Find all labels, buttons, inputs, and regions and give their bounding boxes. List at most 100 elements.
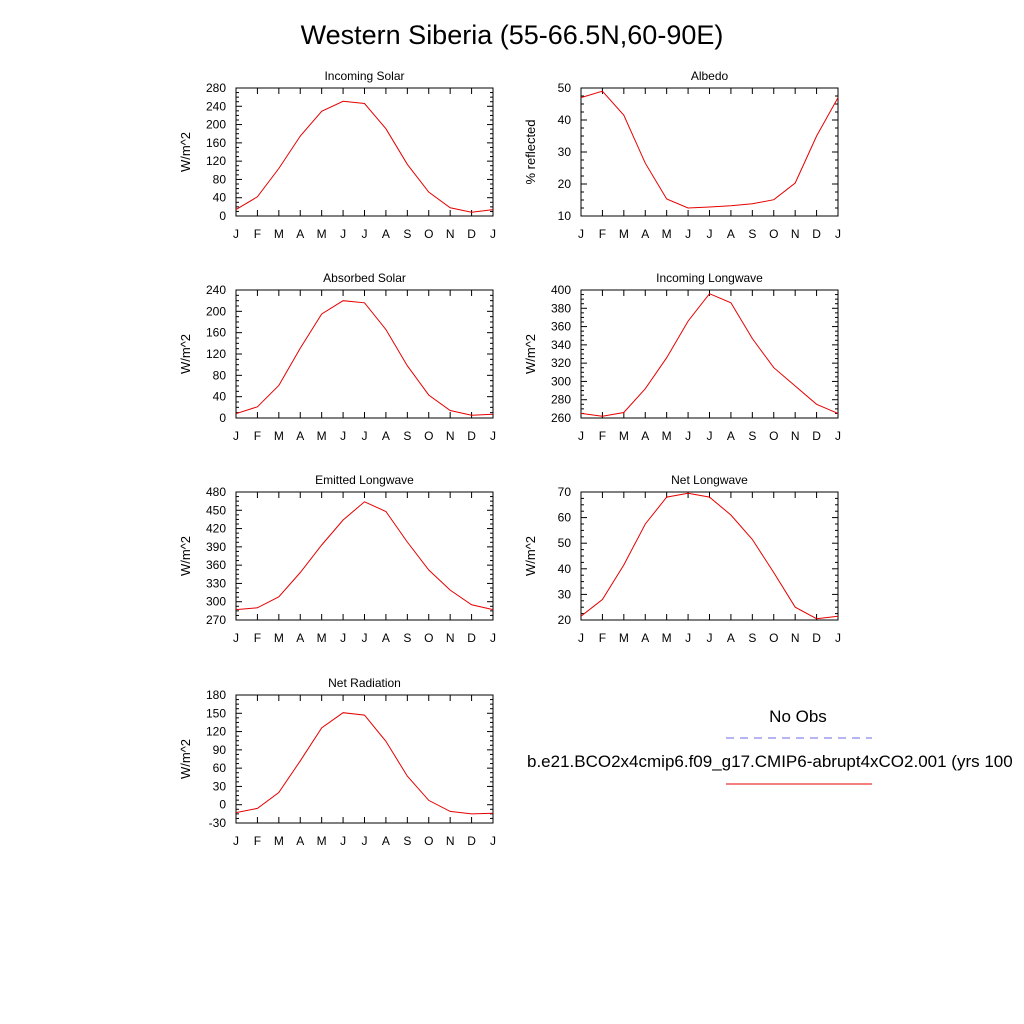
x-tick-label: A (382, 429, 390, 443)
x-tick-label: J (490, 631, 496, 645)
panel-title: Incoming Solar (324, 69, 404, 83)
x-tick-label: N (791, 631, 800, 645)
x-tick-label: J (578, 227, 584, 241)
x-tick-label: M (619, 429, 629, 443)
plot-frame (580, 491, 839, 621)
panel-title: Emitted Longwave (315, 473, 414, 487)
x-tick-label: O (769, 227, 778, 241)
x-tick-label: S (403, 227, 411, 241)
legend: No Obs b.e21.BCO2x4cmip6.f09_g17.CMIP6-a… (527, 707, 1013, 785)
y-axis-label: W/m^2 (523, 334, 538, 374)
x-tick-label: N (446, 227, 455, 241)
x-tick-label: J (835, 429, 841, 443)
y-tick-label: 280 (206, 81, 226, 95)
y-tick-label: 60 (213, 761, 227, 775)
x-tick-label: A (727, 631, 735, 645)
x-tick-label: J (685, 631, 691, 645)
plot-frame (235, 694, 494, 824)
x-tick-label: A (727, 429, 735, 443)
y-tick-label: 200 (206, 118, 226, 132)
y-axis-label: W/m^2 (178, 132, 193, 172)
y-tick-label: 40 (558, 562, 572, 576)
y-axis-label: W/m^2 (178, 334, 193, 374)
x-tick-label: M (274, 834, 284, 848)
y-tick-label: 390 (206, 540, 226, 554)
y-tick-label: 320 (551, 356, 571, 370)
x-tick-label: J (233, 631, 239, 645)
x-tick-label: N (791, 227, 800, 241)
y-tick-label: 30 (558, 145, 572, 159)
y-tick-label: 300 (551, 374, 571, 388)
y-tick-label: 150 (206, 706, 226, 720)
y-tick-label: 450 (206, 503, 226, 517)
y-tick-label: 10 (558, 209, 572, 223)
y-tick-label: 60 (558, 511, 572, 525)
y-tick-label: 420 (206, 522, 226, 536)
legend-obs-label: No Obs (769, 707, 827, 726)
x-tick-label: J (340, 227, 346, 241)
y-axis-label: W/m^2 (178, 536, 193, 576)
x-tick-label: J (233, 429, 239, 443)
x-tick-label: D (467, 429, 476, 443)
x-tick-label: S (403, 429, 411, 443)
x-tick-label: D (812, 227, 821, 241)
series-line (235, 300, 494, 416)
y-tick-label: 270 (206, 613, 226, 627)
x-tick-label: D (812, 429, 821, 443)
x-tick-label: D (467, 227, 476, 241)
x-tick-label: D (467, 631, 476, 645)
x-tick-label: O (424, 631, 433, 645)
series-line (235, 712, 494, 815)
x-tick-label: J (233, 834, 239, 848)
panel-title: Albedo (691, 69, 729, 83)
x-tick-label: F (599, 227, 606, 241)
y-tick-label: 260 (551, 411, 571, 425)
y-tick-label: 90 (213, 743, 227, 757)
y-tick-label: 160 (206, 326, 226, 340)
x-tick-label: J (362, 834, 368, 848)
panel-title: Net Radiation (328, 676, 401, 690)
y-tick-label: 180 (206, 688, 226, 702)
legend-model-label: b.e21.BCO2x4cmip6.f09_g17.CMIP6-abrupt4x… (527, 752, 1013, 771)
x-tick-label: F (599, 429, 606, 443)
x-tick-label: M (317, 429, 327, 443)
x-tick-label: J (578, 429, 584, 443)
x-tick-label: A (296, 227, 304, 241)
y-tick-label: 50 (558, 536, 572, 550)
x-tick-label: J (340, 834, 346, 848)
y-tick-label: 280 (551, 393, 571, 407)
x-tick-label: A (296, 834, 304, 848)
x-tick-label: F (254, 429, 261, 443)
panel-title: Incoming Longwave (656, 271, 763, 285)
x-tick-label: J (835, 227, 841, 241)
x-tick-label: O (424, 429, 433, 443)
x-tick-label: O (769, 631, 778, 645)
x-tick-label: S (403, 631, 411, 645)
x-tick-label: J (490, 227, 496, 241)
x-tick-label: D (812, 631, 821, 645)
x-tick-label: F (254, 631, 261, 645)
x-tick-label: N (446, 631, 455, 645)
x-tick-label: J (233, 227, 239, 241)
x-tick-label: J (707, 429, 713, 443)
x-tick-label: M (274, 429, 284, 443)
y-tick-label: 50 (558, 81, 572, 95)
y-tick-label: 120 (206, 154, 226, 168)
x-tick-label: D (467, 834, 476, 848)
x-tick-label: J (340, 429, 346, 443)
y-tick-label: 200 (206, 304, 226, 318)
y-tick-label: 400 (551, 283, 571, 297)
y-tick-label: 80 (213, 368, 227, 382)
y-tick-label: 30 (213, 779, 227, 793)
y-tick-label: 330 (206, 576, 226, 590)
y-tick-label: 20 (558, 613, 572, 627)
y-tick-label: 40 (213, 390, 227, 404)
x-tick-label: N (446, 429, 455, 443)
y-tick-label: 30 (558, 587, 572, 601)
plot-frame (580, 289, 839, 419)
x-tick-label: S (748, 227, 756, 241)
x-tick-label: A (641, 631, 649, 645)
